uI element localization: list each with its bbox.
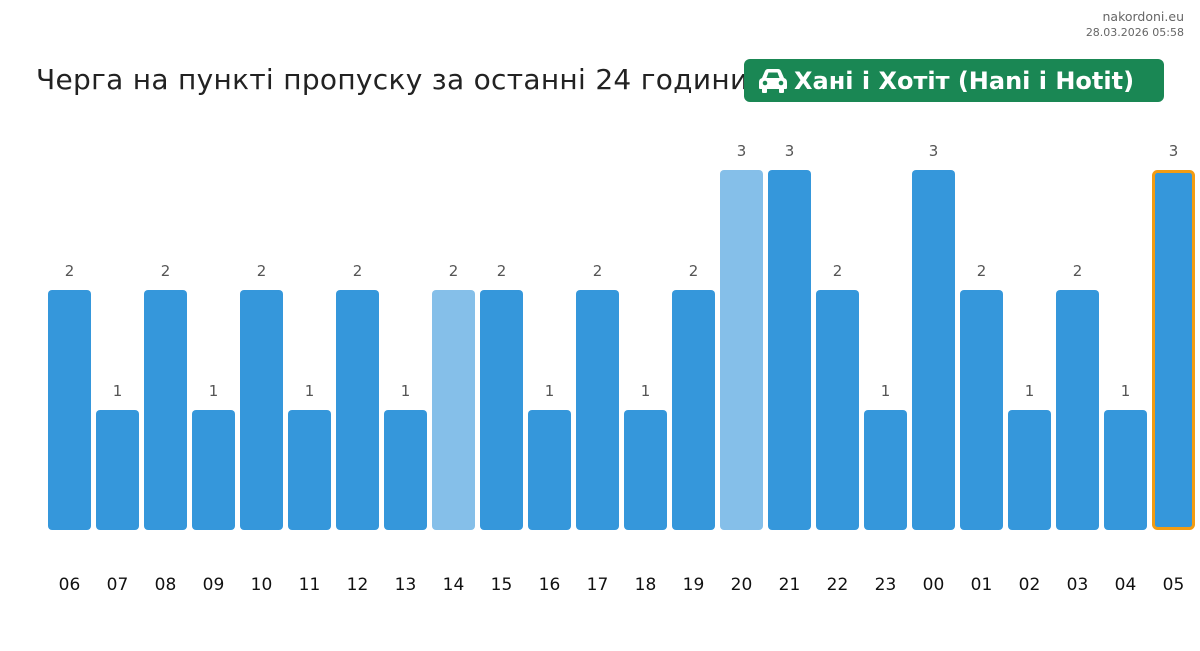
- bar-09: [192, 410, 235, 530]
- value-label-13: 1: [401, 382, 411, 400]
- page-title: Черга на пункті пропуску за останні 24 г…: [36, 63, 749, 96]
- x-tick-03: 03: [1067, 575, 1089, 595]
- value-label-20: 3: [737, 142, 747, 160]
- value-label-21: 3: [785, 142, 795, 160]
- car-icon: [759, 68, 787, 93]
- x-tick-07: 07: [107, 575, 129, 595]
- bar-12: [336, 290, 379, 530]
- bar-19: [672, 290, 715, 530]
- bar-22: [816, 290, 859, 530]
- value-label-02: 1: [1025, 382, 1035, 400]
- value-label-03: 2: [1073, 262, 1083, 280]
- checkpoint-name: Хані і Хотіт (Hani i Hotit): [794, 66, 1135, 95]
- value-label-15: 2: [497, 262, 507, 280]
- x-tick-11: 11: [299, 575, 321, 595]
- x-tick-16: 16: [539, 575, 561, 595]
- bar-06: [48, 290, 91, 530]
- bar-08: [144, 290, 187, 530]
- bar-07: [96, 410, 139, 530]
- bar-20: [720, 170, 763, 530]
- bar-02: [1008, 410, 1051, 530]
- checkpoint-badge: Хані і Хотіт (Hani i Hotit): [744, 59, 1164, 102]
- bar-01: [960, 290, 1003, 530]
- x-tick-13: 13: [395, 575, 417, 595]
- value-label-06: 2: [65, 262, 75, 280]
- bar-10: [240, 290, 283, 530]
- bar-05: [1152, 170, 1195, 530]
- value-label-17: 2: [593, 262, 603, 280]
- x-tick-14: 14: [443, 575, 465, 595]
- value-label-05: 3: [1169, 142, 1179, 160]
- value-label-10: 2: [257, 262, 267, 280]
- bar-18: [624, 410, 667, 530]
- value-label-22: 2: [833, 262, 843, 280]
- bar-11: [288, 410, 331, 530]
- value-label-23: 1: [881, 382, 891, 400]
- bar-16: [528, 410, 571, 530]
- bar-04: [1104, 410, 1147, 530]
- bar-00: [912, 170, 955, 530]
- x-tick-06: 06: [59, 575, 81, 595]
- bar-03: [1056, 290, 1099, 530]
- value-label-11: 1: [305, 382, 315, 400]
- value-label-08: 2: [161, 262, 171, 280]
- x-tick-05: 05: [1163, 575, 1185, 595]
- x-tick-10: 10: [251, 575, 273, 595]
- value-label-04: 1: [1121, 382, 1131, 400]
- x-tick-20: 20: [731, 575, 753, 595]
- value-label-16: 1: [545, 382, 555, 400]
- site-info: nakordoni.eu 28.03.2026 05:58: [1086, 9, 1184, 41]
- value-label-18: 1: [641, 382, 651, 400]
- x-tick-18: 18: [635, 575, 657, 595]
- site-domain: nakordoni.eu: [1102, 9, 1184, 24]
- x-tick-00: 00: [923, 575, 945, 595]
- x-tick-22: 22: [827, 575, 849, 595]
- value-label-07: 1: [113, 382, 123, 400]
- x-tick-19: 19: [683, 575, 705, 595]
- bar-21: [768, 170, 811, 530]
- x-tick-09: 09: [203, 575, 225, 595]
- x-tick-04: 04: [1115, 575, 1137, 595]
- x-tick-17: 17: [587, 575, 609, 595]
- x-tick-23: 23: [875, 575, 897, 595]
- bar-17: [576, 290, 619, 530]
- value-label-14: 2: [449, 262, 459, 280]
- value-label-01: 2: [977, 262, 987, 280]
- value-label-12: 2: [353, 262, 363, 280]
- x-tick-01: 01: [971, 575, 993, 595]
- value-label-00: 3: [929, 142, 939, 160]
- x-tick-12: 12: [347, 575, 369, 595]
- value-label-19: 2: [689, 262, 699, 280]
- x-tick-02: 02: [1019, 575, 1041, 595]
- bar-13: [384, 410, 427, 530]
- x-tick-15: 15: [491, 575, 513, 595]
- x-tick-08: 08: [155, 575, 177, 595]
- bar-15: [480, 290, 523, 530]
- bar-14: [432, 290, 475, 530]
- update-timestamp: 28.03.2026 05:58: [1085, 26, 1184, 39]
- bar-23: [864, 410, 907, 530]
- x-tick-21: 21: [779, 575, 801, 595]
- value-label-09: 1: [209, 382, 219, 400]
